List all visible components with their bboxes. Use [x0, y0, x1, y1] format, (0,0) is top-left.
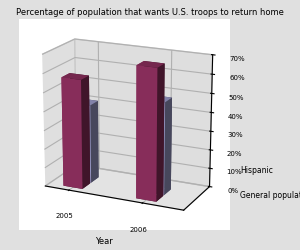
Text: Hispanic: Hispanic: [240, 166, 273, 174]
Text: Percentage of population that wants U.S. troops to return home: Percentage of population that wants U.S.…: [16, 8, 284, 16]
Text: General population: General population: [240, 190, 300, 200]
X-axis label: Year: Year: [95, 236, 113, 245]
